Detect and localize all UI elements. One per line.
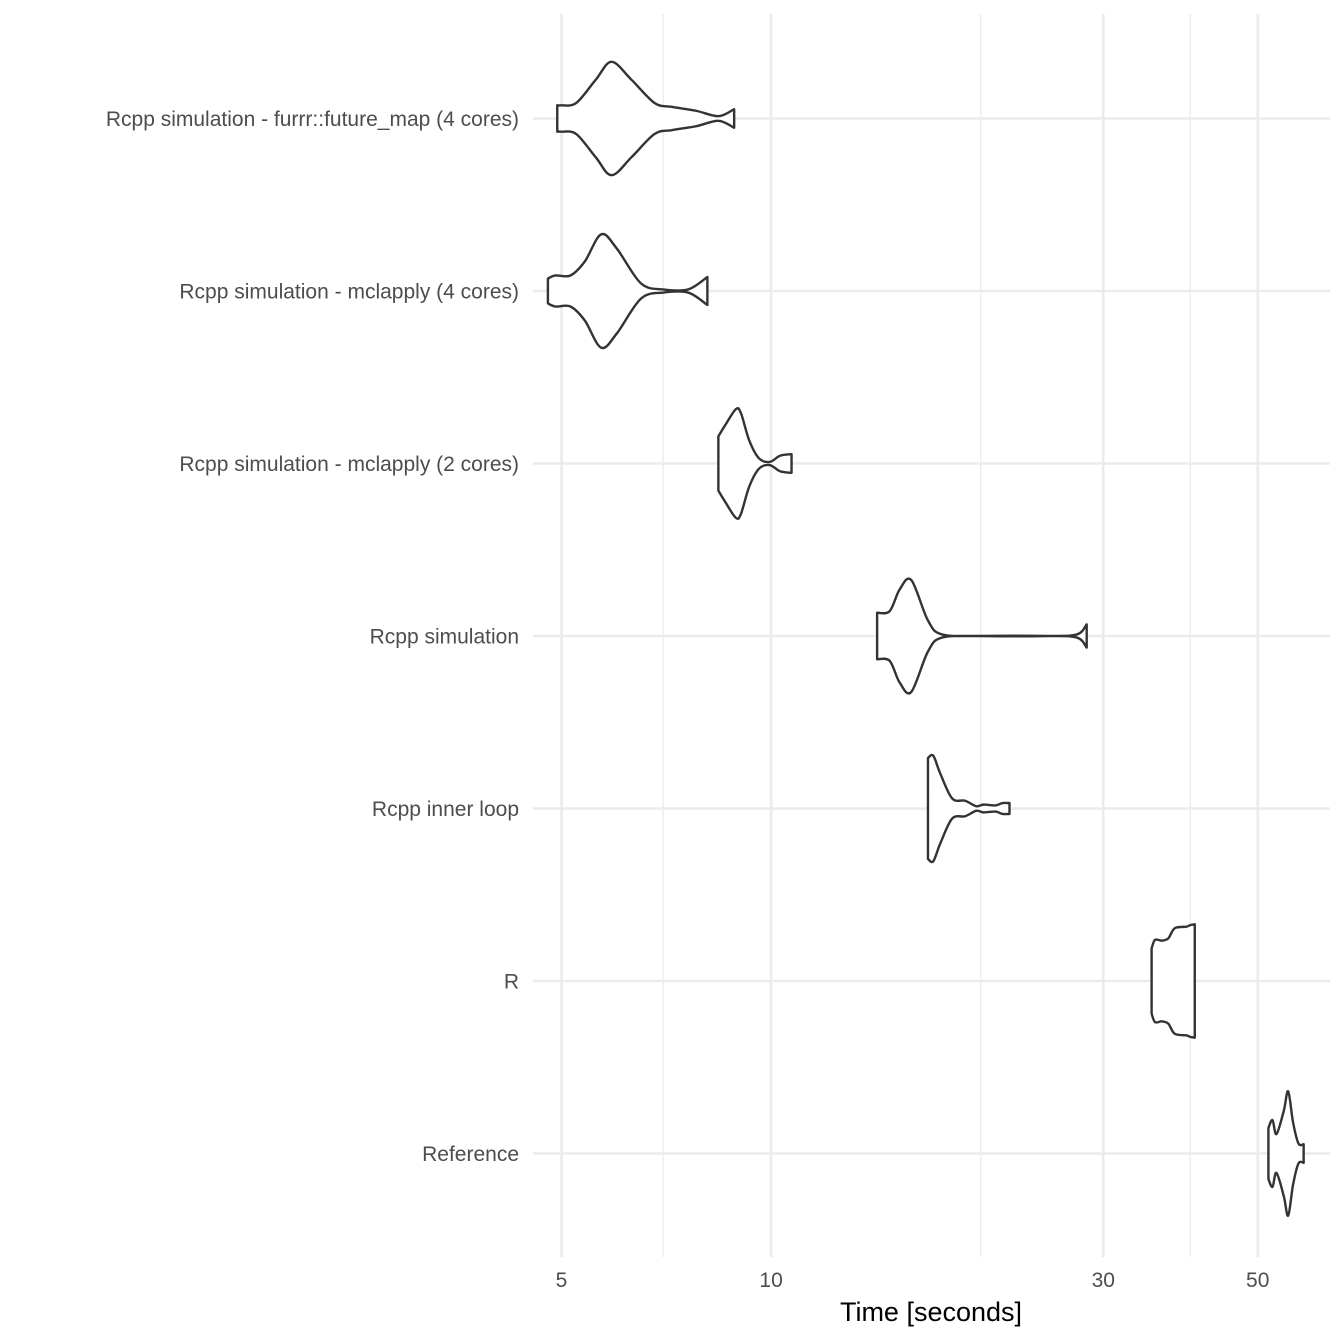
y-tick-label: R <box>504 971 519 994</box>
violin-6 <box>1267 1090 1305 1217</box>
y-tick-label: Rcpp simulation - mclapply (4 cores) <box>179 281 519 304</box>
plot-gridlines <box>533 14 1330 1257</box>
y-tick-label: Rcpp inner loop <box>372 798 519 821</box>
violin-series <box>546 60 1305 1217</box>
violin-2 <box>717 406 793 521</box>
x-tick-label: 30 <box>1092 1269 1115 1292</box>
y-axis-tick-labels: Rcpp simulation - furrr::future_map (4 c… <box>106 108 519 1166</box>
violin-5 <box>1150 923 1196 1039</box>
y-tick-label: Rcpp simulation <box>370 626 519 649</box>
x-tick-label: 5 <box>556 1269 568 1292</box>
y-tick-label: Rcpp simulation - furrr::future_map (4 c… <box>106 108 519 131</box>
violin-0 <box>556 60 736 177</box>
violin-3 <box>875 577 1088 695</box>
violin-4 <box>926 753 1011 864</box>
x-tick-label: 10 <box>759 1269 782 1292</box>
y-tick-label: Rcpp simulation - mclapply (2 cores) <box>179 453 519 476</box>
y-tick-label: Reference <box>422 1143 519 1166</box>
x-axis-tick-labels: 5 10 30 50 <box>556 1269 1270 1292</box>
violin-1 <box>546 232 709 350</box>
x-tick-label: 50 <box>1246 1269 1269 1292</box>
x-axis-title: Time [seconds] <box>840 1297 1022 1327</box>
